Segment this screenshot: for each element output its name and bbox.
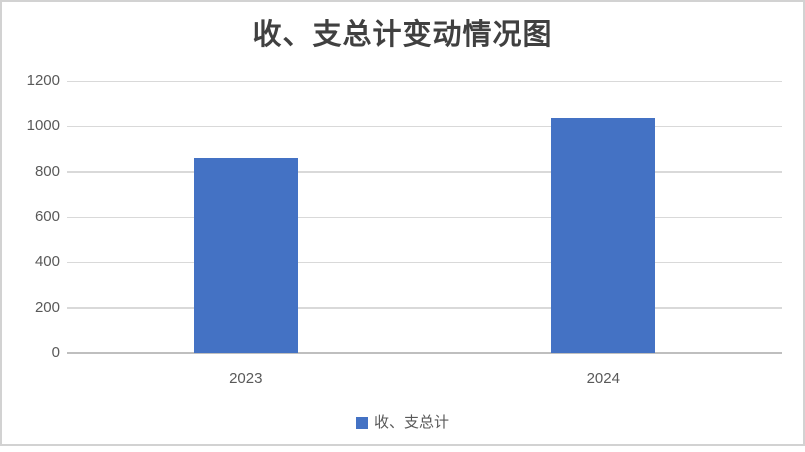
- plot-area: [67, 80, 782, 354]
- y-axis-tick-label-800: 800: [34, 162, 60, 180]
- x-axis-category-label-2024: 2024: [586, 370, 620, 387]
- gridline-y-200: [67, 307, 782, 309]
- y-axis-tick-label-0: 0: [51, 344, 60, 361]
- y-axis-tick-label-1000: 1000: [26, 117, 60, 135]
- y-axis-tick-label-600: 600: [34, 208, 60, 225]
- gridline-y-1200: [67, 80, 782, 82]
- gridline-y-1000: [67, 125, 782, 128]
- chart-title: 收、支总计变动情况图: [252, 17, 553, 51]
- y-axis-tick-label-200: 200: [34, 298, 60, 316]
- bar-2024[interactable]: [551, 118, 656, 353]
- legend-item[interactable]: 收、支总计: [355, 414, 449, 431]
- bar-2023[interactable]: [193, 158, 298, 353]
- gridline-y-800: [67, 171, 782, 173]
- y-axis-tick-label-1200: 1200: [26, 72, 60, 89]
- legend-marker-icon: [355, 417, 368, 429]
- legend-label: 收、支总计: [373, 414, 449, 431]
- gridline-y-600: [67, 216, 782, 218]
- gridline-y-400: [67, 261, 782, 264]
- legend[interactable]: 收、支总计: [2, 415, 803, 431]
- y-axis-tick-label-400: 400: [34, 253, 60, 271]
- x-axis-line: [67, 352, 782, 354]
- x-axis-category-label-2023: 2023: [229, 370, 263, 387]
